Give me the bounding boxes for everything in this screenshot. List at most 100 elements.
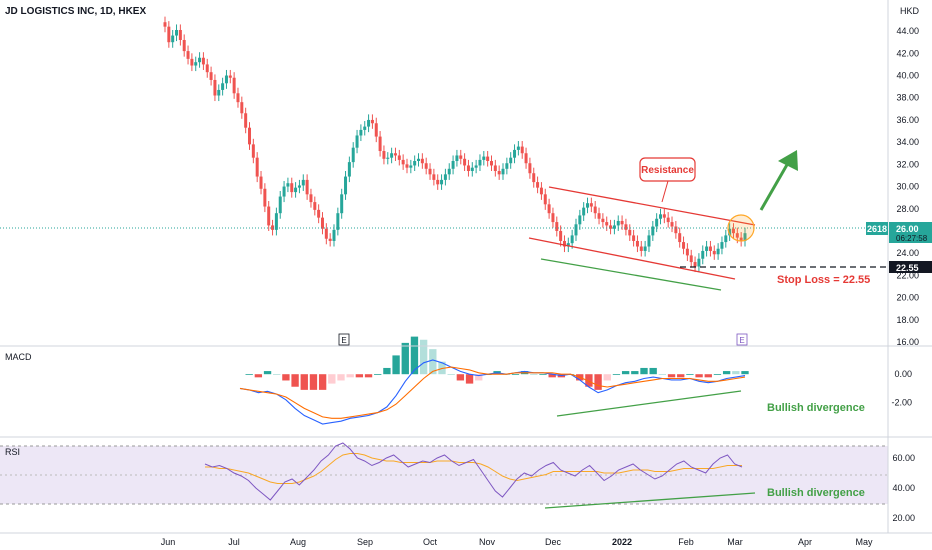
candle-body	[274, 213, 278, 230]
candle-body	[443, 174, 447, 180]
channel-upper-line	[548, 186, 756, 226]
candle-body	[194, 62, 198, 66]
macd-histogram-bar	[328, 374, 336, 384]
candle-body	[451, 161, 455, 169]
price-tick-label: 28.00	[896, 204, 919, 214]
candle-body	[570, 235, 574, 244]
candle-body	[374, 123, 378, 137]
chart-title: JD LOGISTICS INC, 1D, HKEX	[5, 6, 146, 17]
time-tick-label: May	[855, 537, 873, 547]
macd-tick-label: 0.00	[894, 369, 912, 379]
macd-histogram-bar	[355, 374, 364, 378]
rsi-ma-line	[205, 453, 742, 484]
candle-body	[175, 29, 179, 36]
macd-histogram-bar	[254, 374, 263, 378]
macd-histogram-bar	[392, 355, 400, 375]
macd-histogram-bar	[429, 349, 437, 375]
macd-histogram-bar	[465, 374, 474, 384]
candle-body	[440, 179, 444, 185]
macd-series	[239, 336, 749, 425]
candle-body	[413, 161, 417, 166]
price-tick-label: 20.00	[896, 293, 919, 303]
candle-body	[201, 57, 205, 65]
candle-body	[217, 89, 221, 96]
candle-body	[513, 149, 517, 158]
macd-histogram-bar	[438, 361, 446, 375]
resistance-callout: Resistance	[639, 157, 696, 203]
candle-body	[186, 51, 190, 59]
rsi-divergence-label: Bullish divergence	[767, 487, 865, 499]
candle-body	[701, 250, 705, 259]
candle-body	[501, 168, 505, 175]
candle-body	[255, 157, 259, 177]
candle-body	[463, 158, 467, 166]
candle-body	[351, 147, 355, 163]
candle-body	[370, 119, 374, 124]
rsi-line	[204, 442, 743, 501]
macd-histogram-bar	[603, 374, 611, 381]
candle-body	[340, 194, 344, 214]
candle-body	[282, 186, 286, 197]
candle-body	[543, 194, 547, 205]
candle-body	[609, 225, 613, 229]
candle-body	[355, 135, 359, 148]
candle-body	[420, 158, 424, 164]
candle-body	[662, 214, 666, 218]
macd-histogram-bar	[374, 374, 382, 376]
candle-body	[405, 164, 409, 168]
candle-body	[424, 163, 428, 169]
candle-body	[489, 161, 493, 166]
candle-body	[294, 187, 298, 193]
candle-body	[647, 235, 651, 247]
macd-histogram-bar	[658, 374, 667, 376]
candle-body	[743, 233, 747, 241]
candle-body	[682, 242, 686, 249]
support-trend-line	[540, 258, 722, 291]
candle-body	[593, 206, 597, 214]
time-tick-label: Jul	[228, 537, 240, 547]
time-tick-label: Nov	[479, 537, 496, 547]
price-tick-label: 36.00	[896, 115, 919, 125]
macd-histogram-bar	[704, 374, 712, 378]
candle-body	[520, 146, 524, 154]
candle-body	[332, 229, 336, 241]
candle-body	[163, 22, 167, 27]
candle-body	[632, 235, 636, 241]
macd-histogram-bar	[612, 374, 621, 376]
candle-body	[589, 203, 593, 207]
candle-body	[347, 162, 351, 177]
macd-histogram-bar	[263, 371, 272, 375]
candle-body	[301, 179, 305, 186]
candle-body	[359, 129, 363, 136]
macd-tick-label: -2.00	[891, 398, 912, 408]
candle-body	[228, 75, 232, 78]
time-tick-label: Jun	[161, 537, 176, 547]
earnings-marker-1[interactable]: E	[338, 333, 350, 346]
candle-body	[386, 157, 390, 159]
macd-histogram-bar	[309, 374, 318, 390]
axes-layer: 44.00 42.00 40.00 38.00 36.00 34.00 32.00 30.00…	[161, 26, 919, 547]
candle-series	[163, 16, 747, 273]
macd-histogram-bar	[511, 374, 520, 376]
candle-body	[324, 228, 328, 239]
macd-line	[239, 359, 746, 425]
candle-body	[685, 248, 689, 256]
price-tick-label: 18.00	[896, 315, 919, 325]
candle-body	[735, 233, 739, 238]
macd-histogram-bar	[456, 374, 465, 381]
candle-body	[240, 102, 244, 114]
candle-body	[559, 230, 563, 241]
candle-body	[167, 26, 171, 43]
candle-body	[478, 159, 482, 166]
price-tick-label: 42.00	[896, 48, 919, 58]
macd-histogram-bar	[686, 374, 694, 376]
candle-body	[390, 153, 394, 158]
rsi-tick-label: 40.00	[892, 483, 915, 493]
candle-body	[205, 64, 209, 73]
candle-body	[417, 158, 421, 162]
time-tick-label: Feb	[678, 537, 694, 547]
candle-body	[297, 185, 301, 188]
macd-histogram-bar	[695, 374, 703, 378]
earnings-marker-2[interactable]: E	[736, 333, 748, 346]
